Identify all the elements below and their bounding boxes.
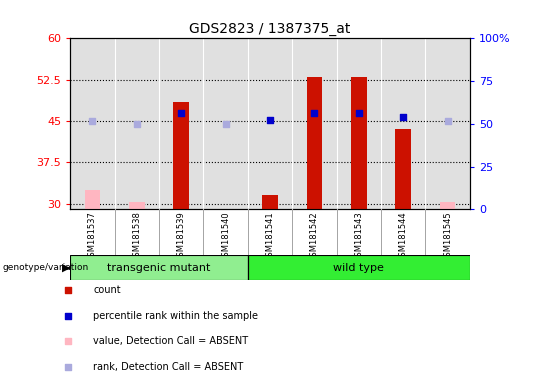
Point	[266, 117, 274, 123]
Bar	[440, 202, 455, 209]
Text: GSM181540: GSM181540	[221, 212, 230, 262]
Bar	[129, 202, 145, 209]
Text: transgenic mutant: transgenic mutant	[107, 263, 211, 273]
Bar	[351, 77, 367, 209]
Point	[177, 110, 186, 116]
Point	[88, 118, 97, 124]
Text: count: count	[93, 285, 121, 295]
Text: genotype/variation: genotype/variation	[3, 263, 89, 272]
Text: wild type: wild type	[333, 263, 384, 273]
Bar	[307, 77, 322, 209]
Text: GSM181539: GSM181539	[177, 212, 186, 262]
Text: rank, Detection Call = ABSENT: rank, Detection Call = ABSENT	[93, 362, 244, 372]
Text: GSM181542: GSM181542	[310, 212, 319, 262]
Text: GSM181541: GSM181541	[266, 212, 274, 262]
Bar	[262, 195, 278, 209]
Point	[221, 121, 230, 127]
Title: GDS2823 / 1387375_at: GDS2823 / 1387375_at	[190, 22, 350, 36]
Bar	[70, 255, 248, 280]
Point	[342, 173, 351, 179]
Point	[354, 110, 363, 116]
Text: GSM181538: GSM181538	[132, 212, 141, 262]
Point	[132, 121, 141, 127]
Text: value, Detection Call = ABSENT: value, Detection Call = ABSENT	[93, 336, 248, 346]
Text: GSM181537: GSM181537	[88, 212, 97, 262]
Point	[443, 118, 452, 124]
Point	[399, 114, 408, 120]
Bar	[395, 129, 411, 209]
Bar	[248, 255, 470, 280]
Text: GSM181543: GSM181543	[354, 212, 363, 262]
Bar	[85, 190, 100, 209]
Point	[310, 110, 319, 116]
Text: ▶: ▶	[62, 263, 71, 273]
Bar	[173, 102, 189, 209]
Text: GSM181545: GSM181545	[443, 212, 452, 262]
Text: GSM181544: GSM181544	[399, 212, 408, 262]
Text: percentile rank within the sample: percentile rank within the sample	[93, 311, 258, 321]
